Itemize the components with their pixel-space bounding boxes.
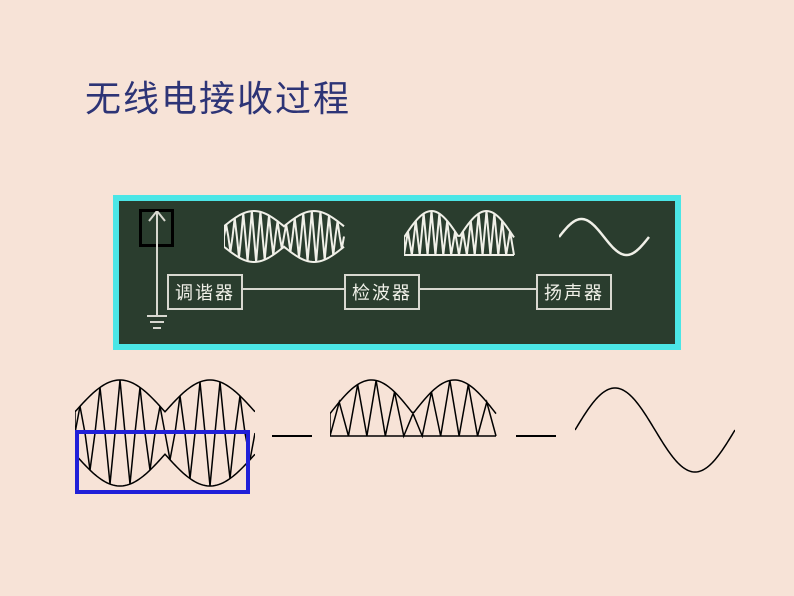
connector-line	[419, 288, 536, 290]
speaker-label: 扬声器	[536, 274, 612, 310]
chalk-am-wave	[224, 209, 354, 269]
chalk-detected-wave	[404, 209, 524, 264]
dash-separator	[516, 435, 556, 437]
dash-separator	[272, 435, 312, 437]
tuner-label: 调谐器	[167, 274, 243, 310]
blue-highlight-box	[75, 430, 250, 494]
chalk-sine-wave	[559, 216, 654, 261]
bottom-detected-wave	[330, 378, 500, 448]
detector-label: 检波器	[344, 274, 420, 310]
connector-line	[241, 288, 344, 290]
antenna-icon	[145, 211, 169, 336]
bottom-sine-wave	[575, 385, 735, 480]
chalkboard-diagram: 调谐器 检波器 扬声器	[113, 195, 681, 350]
page-title: 无线电接收过程	[85, 70, 351, 122]
